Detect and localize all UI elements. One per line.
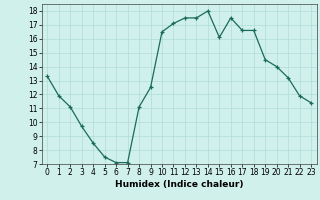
X-axis label: Humidex (Indice chaleur): Humidex (Indice chaleur) xyxy=(115,180,244,189)
